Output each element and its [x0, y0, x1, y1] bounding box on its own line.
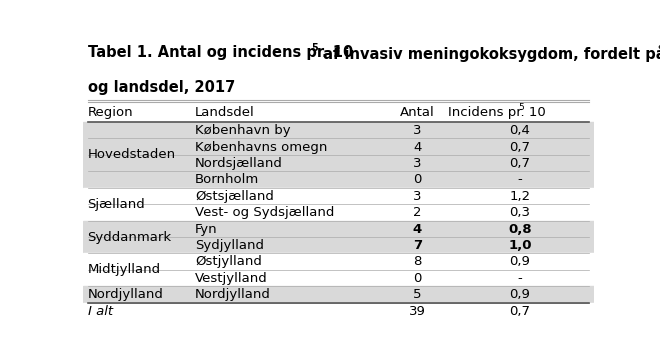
- Text: Syddanmark: Syddanmark: [88, 230, 172, 244]
- Bar: [82, 286, 594, 303]
- Text: af invasiv meningokoksygdom, fordelt på region: af invasiv meningokoksygdom, fordelt på …: [318, 45, 660, 62]
- Text: 0,9: 0,9: [510, 288, 530, 301]
- Text: Østsjælland: Østsjælland: [195, 190, 274, 203]
- Text: 3: 3: [413, 157, 422, 170]
- Text: Københavns omegn: Københavns omegn: [195, 141, 327, 153]
- Text: 0,8: 0,8: [508, 223, 532, 236]
- Bar: [82, 102, 594, 122]
- Text: Vestjylland: Vestjylland: [195, 272, 268, 285]
- Text: 5: 5: [518, 103, 523, 112]
- Text: Incidens pr. 10: Incidens pr. 10: [448, 106, 546, 119]
- Text: Nordjylland: Nordjylland: [195, 288, 271, 301]
- Text: -: -: [517, 173, 522, 186]
- Bar: [82, 303, 594, 319]
- Text: Hovedstaden: Hovedstaden: [88, 148, 176, 161]
- Text: 2: 2: [413, 206, 422, 219]
- Text: og landsdel, 2017: og landsdel, 2017: [88, 80, 235, 95]
- Text: Fyn: Fyn: [195, 223, 218, 236]
- Bar: [82, 270, 594, 286]
- Text: Bornholm: Bornholm: [195, 173, 259, 186]
- Bar: [82, 254, 594, 270]
- Bar: [82, 155, 594, 171]
- Text: 0,4: 0,4: [510, 124, 530, 137]
- Text: 0,7: 0,7: [510, 141, 531, 153]
- Text: I alt: I alt: [88, 305, 113, 318]
- Text: 4: 4: [413, 223, 422, 236]
- Text: København by: København by: [195, 124, 290, 137]
- Text: 5: 5: [413, 288, 422, 301]
- Text: 8: 8: [413, 256, 422, 268]
- Text: Vest- og Sydsjælland: Vest- og Sydsjælland: [195, 206, 335, 219]
- Text: Midtjylland: Midtjylland: [88, 264, 161, 276]
- Text: Nordjylland: Nordjylland: [88, 288, 164, 301]
- Bar: [82, 122, 594, 139]
- Text: 0,9: 0,9: [510, 256, 530, 268]
- Text: 0,3: 0,3: [510, 206, 531, 219]
- Bar: [82, 171, 594, 188]
- Bar: [82, 204, 594, 221]
- Text: Tabel 1. Antal og incidens pr. 10: Tabel 1. Antal og incidens pr. 10: [88, 45, 353, 60]
- Text: Sjælland: Sjælland: [88, 198, 145, 211]
- Text: 4: 4: [413, 141, 422, 153]
- Text: 0,7: 0,7: [510, 305, 531, 318]
- Text: Antal: Antal: [400, 106, 435, 119]
- Text: 0,7: 0,7: [510, 157, 531, 170]
- Text: 3: 3: [413, 124, 422, 137]
- Text: Landsdel: Landsdel: [195, 106, 255, 119]
- Text: -: -: [517, 272, 522, 285]
- Bar: [82, 221, 594, 237]
- Bar: [82, 188, 594, 204]
- Text: 39: 39: [409, 305, 426, 318]
- Text: 0: 0: [413, 272, 422, 285]
- Text: 7: 7: [413, 239, 422, 252]
- Text: Nordsjælland: Nordsjælland: [195, 157, 283, 170]
- Text: Region: Region: [88, 106, 133, 119]
- Bar: [82, 237, 594, 254]
- Bar: [82, 139, 594, 155]
- Text: 1,0: 1,0: [508, 239, 531, 252]
- Text: Østjylland: Østjylland: [195, 256, 262, 268]
- Text: 0: 0: [413, 173, 422, 186]
- Text: 3: 3: [413, 190, 422, 203]
- Text: 1,2: 1,2: [510, 190, 531, 203]
- Text: 5: 5: [312, 43, 318, 53]
- Text: Sydjylland: Sydjylland: [195, 239, 264, 252]
